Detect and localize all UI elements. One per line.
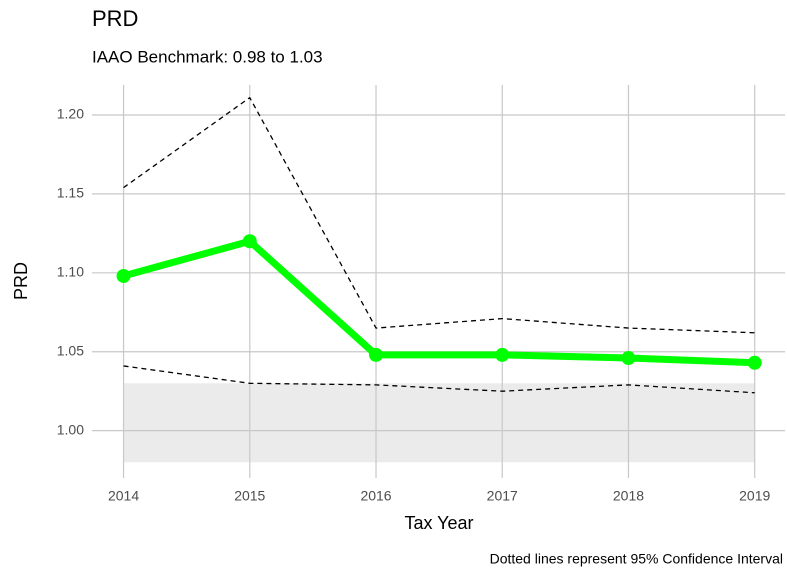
y-tick-label: 1.00 <box>57 421 84 437</box>
data-point <box>621 351 636 366</box>
y-tick-label: 1.15 <box>57 185 84 201</box>
data-point <box>369 347 384 362</box>
benchmark-band <box>123 383 755 463</box>
data-point <box>242 234 257 249</box>
series-line <box>123 96 755 334</box>
y-axis-label: PRD <box>11 262 31 300</box>
x-tick-label: 2015 <box>234 488 265 504</box>
y-tick-label: 1.05 <box>57 342 84 358</box>
x-tick-label: 2019 <box>739 488 770 504</box>
y-tick-label: 1.10 <box>57 264 84 280</box>
data-point <box>116 268 131 283</box>
x-tick-label: 2017 <box>487 488 518 504</box>
series-line <box>122 237 755 367</box>
y-tick-label: 1.20 <box>57 106 84 122</box>
x-tick-label: 2014 <box>108 488 139 504</box>
data-point <box>747 355 762 370</box>
chart-subtitle: IAAO Benchmark: 0.98 to 1.03 <box>92 47 323 66</box>
x-tick-label: 2016 <box>360 488 391 504</box>
x-tick-label: 2018 <box>613 488 644 504</box>
caption: Dotted lines represent 95% Confidence In… <box>490 551 783 567</box>
chart-title: PRD <box>92 6 138 31</box>
data-point <box>495 347 510 362</box>
x-axis-label: Tax Year <box>404 513 473 533</box>
series-line <box>123 365 755 394</box>
